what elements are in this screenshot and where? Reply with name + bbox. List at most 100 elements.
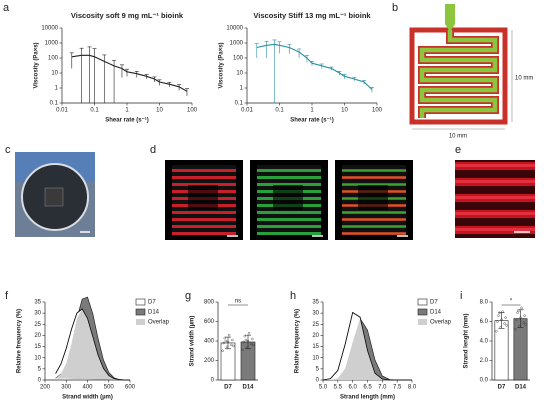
frame [409,27,508,125]
data-point [514,328,517,331]
x-tick-label: 6.5 [363,385,372,391]
y-axis-label: Relative frequency (%) [17,309,23,373]
y-tick-label: 10000 [41,26,58,32]
y-axis-label: Viscosity (Pa×s) [219,42,225,88]
data-point [243,334,246,338]
y-tick-label: 1 [240,86,244,92]
y-tick-label: 400 [204,339,215,345]
chart-title: Viscosity soft 9 mg mL⁻¹ bioink [71,11,184,20]
density-area [55,308,130,380]
data-point [224,339,228,343]
legend-swatch [417,298,428,306]
y-tick-label: 200 [204,358,215,364]
panel-letter: h [290,290,296,302]
data-point [497,314,500,317]
x-tick-label: 400 [82,385,93,391]
data-point [241,348,244,351]
x-tick-label: 7.5 [393,385,402,391]
x-axis-label: Shear rate (s⁻¹) [105,117,149,124]
y-tick-label: 8.0 [480,300,489,306]
y-tick-label: 0.1 [235,101,244,107]
density-area [323,318,412,380]
y-tick-label: 10 [34,355,41,361]
data-point [223,336,226,340]
x-tick-label: 8.0 [408,385,417,391]
x-tick-label: 5.0 [319,385,328,391]
construct [44,187,64,207]
legend-label: D14 [148,310,160,316]
x-tick-label: 100 [372,108,383,114]
panel-letter: b [392,2,398,14]
dark-center [273,185,303,210]
density-outline [55,308,130,381]
panel-letter: e [455,144,461,156]
data-point [520,306,523,310]
y-tick-label: 15 [34,344,41,350]
y-axis-label: Relative frequency (%) [295,309,301,373]
panel-letter: a [3,2,10,14]
x-tick-label: 0.01 [56,108,68,114]
chart-title: Viscosity Stiff 13 mg mL⁻¹ bioink [253,11,371,20]
y-tick-label: 10 [236,71,243,77]
legend-label: D7 [430,300,438,306]
x-tick-label: 0.1 [275,108,284,114]
y-tick-label: 2.0 [480,358,489,364]
x-tick-label: 6.0 [348,385,357,391]
data-point [232,344,235,348]
y-axis-label: Viscosity (Pa×s) [34,42,40,88]
y-tick-label: 1 [55,86,59,92]
x-tick-label: 1 [125,108,129,114]
data-point [230,343,233,347]
data-point [222,341,225,345]
y-tick-label: 10 [312,355,319,361]
data-point [503,322,506,325]
panel-letter: g [185,290,191,302]
x-tick-label: 0.1 [90,108,99,114]
nozzle [445,4,455,24]
y-tick-label: 5 [316,366,320,372]
dimension-label: 10 mm [515,76,533,82]
x-tick-label: 10 [156,108,163,114]
x-tick-label: D14 [242,385,254,391]
x-tick-label: 7.0 [378,385,387,391]
y-tick-label: 20 [312,333,319,339]
y-tick-label: 800 [204,300,215,306]
dark-center [358,185,388,210]
x-tick-label: D7 [224,385,232,391]
x-axis-label: Shear rate (s⁻¹) [290,117,334,124]
photo [15,152,95,237]
y-tick-label: 35 [312,300,319,306]
legend-swatch [135,308,146,316]
fluorescence-images [165,160,413,240]
y-tick-label: 0 [211,378,215,384]
x-axis-label: Strand width (µm) [62,395,113,401]
y-tick-label: 4.0 [480,339,489,345]
strand [419,30,498,118]
x-tick-label: 500 [104,385,115,391]
x-tick-label: 600 [125,385,136,391]
y-axis-label: Strand width (µm) [190,316,196,367]
panel-letter: d [150,144,156,156]
y-tick-label: 1000 [230,41,244,47]
zoom-image [455,160,535,238]
data-point [244,338,248,342]
y-axis-label: Strand lenght (mm) [464,313,470,368]
strand-outline [418,30,499,118]
nozzle-tip [445,24,455,32]
x-tick-label: 10 [341,108,348,114]
x-tick-label: 5.5 [334,385,343,391]
y-tick-label: 30 [312,311,319,317]
x-tick-label: 0.01 [241,108,253,114]
y-tick-label: 10 [51,71,58,77]
panel-letter: i [460,290,462,302]
data-point [515,318,518,321]
dark-center [188,185,218,210]
data-point [251,337,254,341]
x-axis-label: Strand length (mm) [340,395,395,401]
y-tick-label: 35 [34,300,41,306]
legend-label: Overlap [148,320,170,326]
data-point [505,324,508,327]
significance-label: * [510,299,513,305]
